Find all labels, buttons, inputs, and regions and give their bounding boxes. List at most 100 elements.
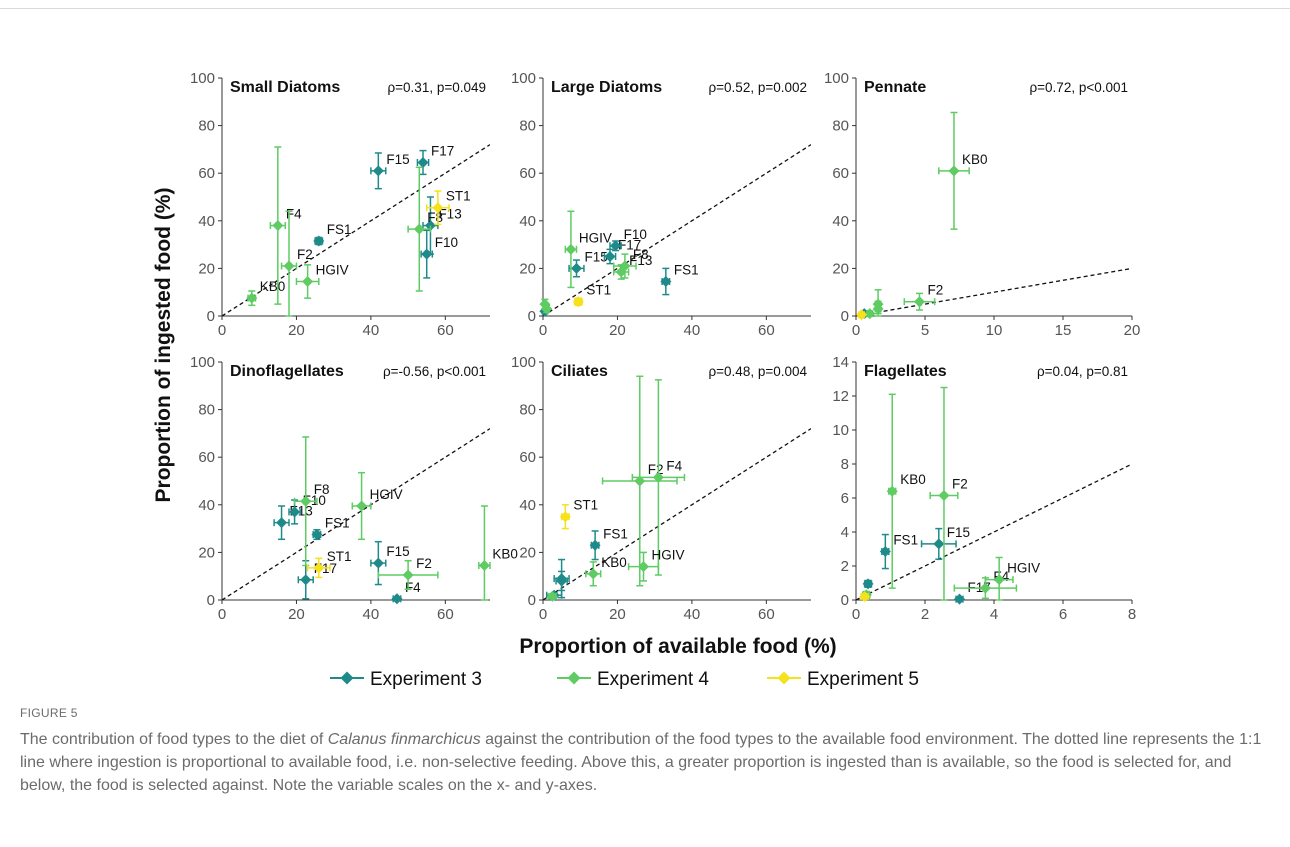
panel-2: 0 20 40 60 80 100 0 20 40 60 Large Diatoms ρ=0.52, …: [511, 70, 811, 339]
diamond-marker: [546, 590, 558, 602]
diamond-marker: [660, 275, 672, 287]
diamond-marker: [938, 489, 950, 501]
diamond-marker: [432, 202, 444, 214]
legend-item: Experiment 3: [330, 669, 482, 690]
data-point: F4: [269, 146, 302, 305]
diamond-marker: [283, 260, 295, 272]
y-tick-label: 0: [841, 308, 849, 325]
point-label: FS1: [327, 222, 352, 237]
x-tick-label: 20: [288, 606, 305, 623]
y-tick-label: 0: [528, 592, 536, 609]
diamond-marker: [856, 309, 868, 321]
y-tick-label: 40: [519, 213, 536, 230]
diamond-marker: [313, 562, 325, 574]
diamond-marker: [246, 292, 258, 304]
point-label: FS1: [325, 516, 350, 531]
data-point: FS1: [879, 533, 918, 570]
y-tick-label: 60: [832, 165, 849, 182]
data-point: F15: [370, 540, 410, 586]
y-tick-label: 0: [528, 308, 536, 325]
diamond-marker: [993, 574, 1005, 586]
point-label: F2: [927, 283, 943, 298]
point-label: F2: [952, 476, 968, 491]
x-tick-label: 0: [852, 606, 860, 623]
point-label: ST1: [573, 498, 598, 513]
data-point: ST1: [306, 549, 352, 579]
caption-text-after: against the contribution of the food typ…: [20, 731, 1262, 794]
data-point: [862, 578, 874, 590]
y-tick-label: 100: [190, 354, 215, 371]
x-tick-label: 40: [684, 322, 701, 339]
point-label: F2: [297, 247, 313, 262]
x-tick-label: 10: [986, 322, 1003, 339]
legend-label: Experiment 4: [597, 669, 709, 690]
diamond-marker: [372, 557, 384, 569]
diamond-marker: [391, 593, 403, 605]
data-point: [546, 590, 558, 602]
point-label: F17: [618, 238, 641, 253]
x-tick-label: 0: [539, 322, 547, 339]
y-tick-label: 20: [198, 260, 215, 277]
data-point: KB0: [246, 279, 285, 307]
y-tick-label: 20: [832, 260, 849, 277]
x-tick-label: 0: [852, 322, 860, 339]
diamond-marker: [634, 475, 646, 487]
data-point: F13: [612, 253, 652, 280]
point-label: F4: [666, 458, 682, 473]
diamond-marker: [862, 578, 874, 590]
data-point: [555, 570, 568, 592]
panel-stat: ρ=0.72, p<0.001: [1029, 80, 1128, 95]
point-label: F2: [416, 556, 432, 571]
caption-text-before: The contribution of food types to the di…: [20, 731, 328, 748]
point-label: F10: [624, 227, 647, 242]
x-tick-label: 40: [684, 606, 701, 623]
panel-title: Large Diatoms: [551, 79, 662, 96]
data-point: F17: [603, 238, 641, 265]
diamond-marker: [302, 275, 314, 287]
diamond-marker: [289, 506, 301, 518]
panel-title: Flagellates: [864, 363, 947, 380]
point-label: HGIV: [652, 548, 685, 563]
species-name: Calanus finmarchicus: [327, 731, 481, 748]
data-point: F15: [370, 152, 410, 190]
data-point: KB0: [886, 393, 926, 589]
data-point: FS1: [311, 516, 350, 541]
top-divider: [0, 8, 1290, 9]
diamond-marker: [954, 593, 965, 605]
x-tick-label: 2: [921, 606, 929, 623]
data-point: F10: [420, 229, 458, 279]
point-label: HGIV: [1007, 561, 1040, 576]
x-tick-label: 20: [1124, 322, 1141, 339]
data-point: [541, 303, 553, 315]
legend-item: Experiment 4: [557, 669, 709, 690]
point-label: FS1: [603, 526, 628, 541]
y-tick-label: 100: [824, 70, 849, 87]
data-point: F10: [609, 227, 647, 252]
y-tick-label: 6: [841, 490, 849, 507]
y-tick-label: 40: [832, 213, 849, 230]
diamond-marker: [421, 248, 433, 260]
x-tick-label: 20: [609, 606, 626, 623]
legend-marker: [567, 671, 581, 685]
x-tick-label: 0: [539, 606, 547, 623]
panel-stat: ρ=-0.56, p<0.001: [383, 364, 486, 379]
diamond-marker: [402, 569, 414, 581]
point-label: ST1: [327, 549, 352, 564]
x-tick-label: 0: [218, 606, 226, 623]
legend-label: Experiment 5: [807, 669, 919, 690]
one-to-one-line: [222, 428, 490, 600]
point-label: F8: [314, 482, 330, 497]
point-label: F13: [438, 207, 461, 222]
point-label: F4: [405, 580, 421, 595]
point-label: HGIV: [579, 230, 612, 245]
data-point: F17: [416, 143, 454, 176]
point-label: F8: [633, 247, 649, 262]
legend-marker: [777, 671, 791, 685]
panel-title: Small Diatoms: [230, 79, 340, 96]
y-tick-label: 80: [832, 118, 849, 135]
x-tick-label: 40: [363, 322, 380, 339]
y-tick-label: 14: [832, 354, 849, 371]
y-axis-label: Proportion of ingested food (%): [152, 188, 175, 503]
diamond-marker: [913, 296, 925, 308]
